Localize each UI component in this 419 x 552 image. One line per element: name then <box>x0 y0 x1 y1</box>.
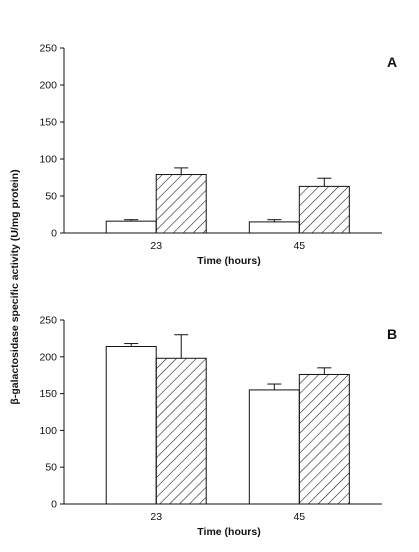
y-tick-label: 50 <box>45 462 57 474</box>
x-axis-label: Time (hours) <box>197 526 260 538</box>
x-tick-label: 23 <box>150 240 162 252</box>
y-tick-label: 100 <box>39 425 57 437</box>
y-tick-label: 200 <box>39 80 57 92</box>
y-tick-label: 250 <box>39 315 57 327</box>
bar-open <box>248 221 300 234</box>
y-tick-label: 0 <box>51 228 57 240</box>
y-tick-label: 200 <box>39 351 57 363</box>
y-axis-label: β-galactosidase specific activity (U/mg … <box>9 169 21 405</box>
bar-open <box>105 220 157 234</box>
x-tick-label: 45 <box>293 240 305 252</box>
bar-hatched <box>298 373 350 505</box>
bar-hatched <box>298 185 350 234</box>
y-tick-label: 150 <box>39 388 57 400</box>
y-tick-label: 0 <box>51 499 57 511</box>
bar-hatched <box>155 357 207 505</box>
y-tick-label: 250 <box>39 43 57 55</box>
panel-b: 0 50 100 150 200 250 23 45 Time (hours) B <box>39 315 397 539</box>
bar-open <box>248 389 300 505</box>
bar-hatched <box>155 174 207 234</box>
x-tick-label: 23 <box>150 511 162 523</box>
panel-a: 0 50 100 150 200 250 23 45 Time (hours) A <box>39 43 397 268</box>
y-tick-label: 50 <box>45 191 57 203</box>
x-axis-label: Time (hours) <box>197 255 260 267</box>
panel-label: A <box>387 54 397 70</box>
panel-label: B <box>387 326 397 342</box>
x-tick-label: 45 <box>293 511 305 523</box>
y-tick-label: 100 <box>39 154 57 166</box>
y-tick-label: 150 <box>39 117 57 129</box>
bar-open <box>105 345 157 505</box>
